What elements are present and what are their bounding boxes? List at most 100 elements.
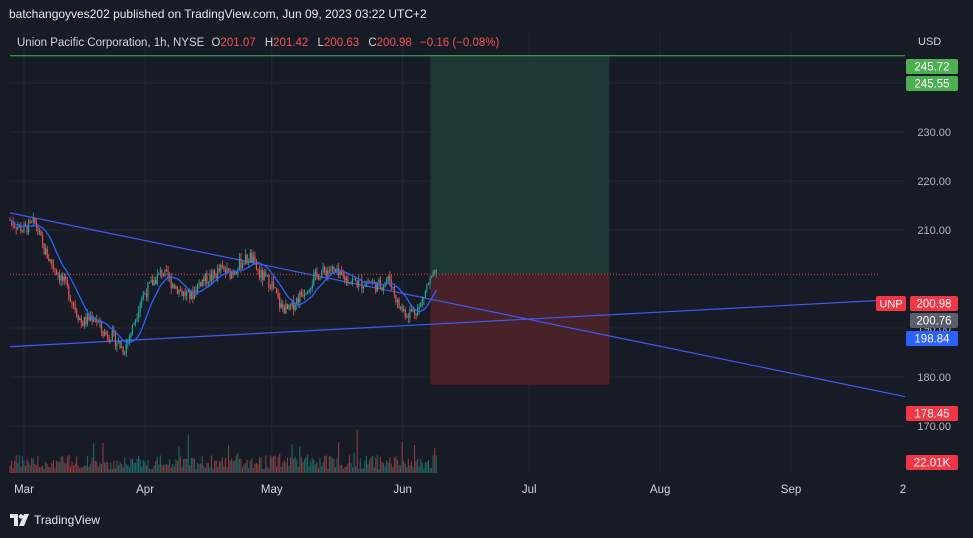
candle-body xyxy=(65,276,67,281)
candle-body xyxy=(294,305,296,311)
tradingview-logo[interactable]: TradingView xyxy=(10,513,100,527)
volume-bar xyxy=(46,464,48,473)
candle-body xyxy=(72,302,75,306)
volume-bar xyxy=(336,458,338,473)
volume-bar xyxy=(269,455,271,473)
volume-bar xyxy=(263,468,265,473)
volume-bar xyxy=(328,456,330,473)
volume-bar xyxy=(197,462,199,473)
volume-bar xyxy=(379,456,381,473)
volume-bar xyxy=(133,462,135,473)
volume-bar xyxy=(339,465,341,473)
badge-volume: 22.01K xyxy=(906,455,958,470)
volume-bar xyxy=(370,457,372,473)
badge-trendline-text: 198.84 xyxy=(914,334,950,346)
volume-bar xyxy=(303,459,306,473)
candle-body xyxy=(364,286,366,288)
candle-body xyxy=(175,286,177,289)
volume-bar xyxy=(286,457,288,473)
candle-body xyxy=(221,265,223,267)
volume-bar xyxy=(221,457,223,473)
legend-high-label: H xyxy=(265,37,273,49)
volume-bar xyxy=(280,466,282,473)
price-tick-label: 230.00 xyxy=(917,127,951,139)
volume-bar xyxy=(55,460,58,473)
volume-bar xyxy=(204,468,206,473)
volume-bar xyxy=(48,466,50,473)
volume-bar xyxy=(9,465,11,473)
volume-bar xyxy=(14,461,16,473)
volume-bar xyxy=(190,457,192,473)
candle-body xyxy=(317,274,320,280)
badge-volume-text: 22.01K xyxy=(914,458,951,470)
volume-bar xyxy=(144,461,146,473)
candle-body xyxy=(234,272,236,274)
target-zone xyxy=(430,54,610,275)
candle-body xyxy=(252,256,254,263)
volume-bar xyxy=(265,455,267,473)
volume-bar xyxy=(325,455,327,473)
candle-body xyxy=(289,304,292,306)
volume-bar xyxy=(108,468,110,473)
candle-body xyxy=(96,319,98,322)
volume-bar xyxy=(18,455,20,473)
volume-bar xyxy=(403,460,405,473)
candle-body xyxy=(164,269,166,276)
volume-bar xyxy=(159,455,161,473)
volume-bar xyxy=(82,467,84,473)
volume-bar xyxy=(15,455,17,473)
volume-bar xyxy=(127,465,129,473)
volume-bar xyxy=(373,467,375,473)
candle-body xyxy=(249,252,251,263)
candle-body xyxy=(206,273,208,284)
candle-body xyxy=(55,270,58,275)
candle-body xyxy=(156,274,158,285)
volume-bar xyxy=(172,463,174,473)
candle-body xyxy=(313,274,315,285)
volume-bar xyxy=(130,459,132,473)
candle-body xyxy=(254,256,256,261)
candle-body xyxy=(413,309,416,314)
volume-bar xyxy=(276,466,278,473)
candle-body xyxy=(311,284,313,289)
candle-body xyxy=(272,281,275,288)
candle-body xyxy=(108,337,110,342)
legend-symbol: Union Pacific Corporation, 1h, NYSE O201… xyxy=(17,37,499,49)
candle-body xyxy=(105,331,107,335)
price-tick-label: 210.00 xyxy=(917,225,951,237)
volume-bar xyxy=(186,458,188,473)
volume-bar xyxy=(43,468,45,473)
volume-bar xyxy=(342,468,344,473)
volume-bar xyxy=(268,468,270,473)
candle-body xyxy=(358,280,360,287)
volume-bar xyxy=(68,455,70,473)
candle-body xyxy=(136,317,138,320)
candle-body xyxy=(184,291,186,297)
volume-bar xyxy=(254,463,256,473)
volume-bar xyxy=(65,463,67,473)
volume-bar xyxy=(73,465,75,473)
volume-bar xyxy=(272,455,275,473)
candle-body xyxy=(355,278,357,282)
volume-bar xyxy=(352,467,354,473)
candle-body xyxy=(38,231,41,233)
volume-bar xyxy=(410,461,412,473)
candle-body xyxy=(269,287,271,289)
candle-body xyxy=(91,316,93,322)
candle-body xyxy=(88,314,90,320)
trendline xyxy=(9,298,906,348)
volume-bar xyxy=(237,452,239,473)
volume-bar xyxy=(412,466,414,473)
candle-body xyxy=(165,269,168,271)
candle-body xyxy=(345,277,347,281)
candle-body xyxy=(110,340,112,342)
volume-bar xyxy=(322,462,324,473)
price-chart[interactable]: Union Pacific Corporation, 1h, NYSE O201… xyxy=(0,28,973,503)
volume-bar xyxy=(156,456,158,473)
volume-bar xyxy=(400,465,402,473)
candle-body xyxy=(133,323,135,326)
volume-bar xyxy=(45,462,47,473)
volume-bar xyxy=(291,444,293,473)
candle-body xyxy=(99,321,101,323)
volume-bar xyxy=(215,460,217,473)
